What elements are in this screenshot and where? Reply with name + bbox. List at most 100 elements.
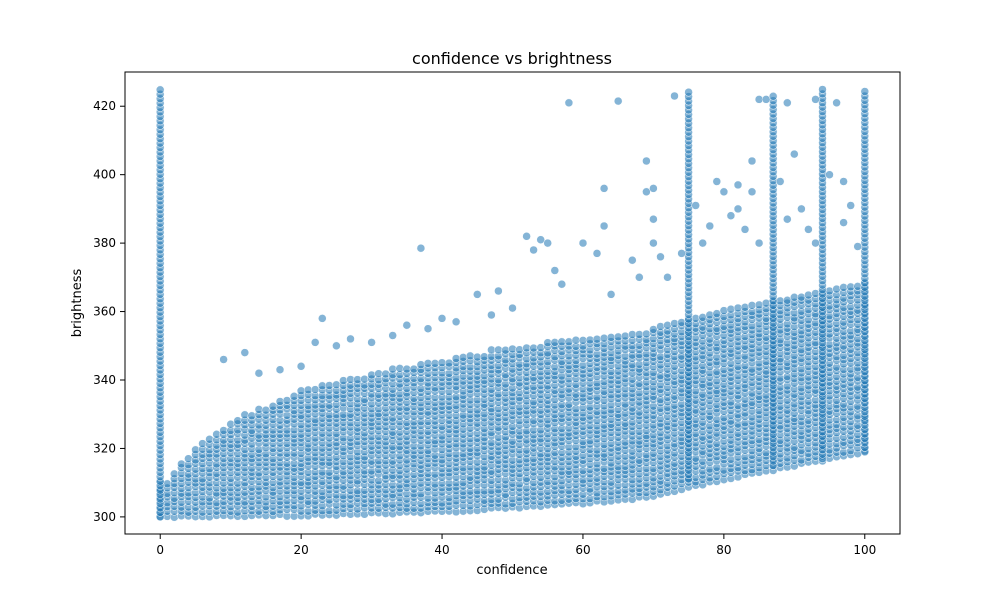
scatter-point (325, 381, 334, 390)
scatter-point (656, 322, 665, 331)
scatter-point (775, 177, 785, 186)
scatter-point (761, 95, 771, 104)
scatter-point (705, 221, 715, 231)
scatter-point (494, 345, 503, 355)
scatter-point (853, 282, 862, 291)
scatter-point (402, 320, 412, 330)
scatter-point (839, 177, 848, 186)
scatter-point (613, 96, 623, 106)
y-axis: 300 320 340 360 380 400 420 (93, 99, 125, 524)
scatter-point (296, 362, 306, 371)
scatter-point (790, 293, 799, 302)
scatter-point (416, 243, 426, 253)
scatter-point (825, 170, 834, 179)
y-tick-label: 360 (93, 305, 116, 319)
scatter-point (346, 334, 355, 344)
scatter-point (832, 284, 841, 294)
scatter-point (592, 334, 602, 344)
scatter-point (494, 286, 503, 296)
scatter-point (423, 324, 433, 333)
scatter-point (797, 204, 806, 214)
scatter-point (430, 359, 440, 368)
scatter-point (585, 335, 595, 345)
scatter-point (360, 374, 369, 384)
scatter-point (719, 187, 729, 197)
plot-frame (124, 71, 901, 535)
scatter-point (522, 232, 531, 241)
scatter-point (691, 201, 700, 210)
x-axis-label: confidence (476, 563, 547, 578)
scatter-point (261, 405, 271, 415)
scatter-point (282, 396, 292, 405)
scatter-point (388, 364, 397, 374)
scatter-point (198, 439, 207, 448)
scatter-point (247, 411, 257, 421)
scatter-point (677, 249, 686, 258)
scatter-point (381, 369, 390, 379)
scatter-point (543, 238, 552, 248)
scatter-point (790, 149, 799, 159)
scatter-point (451, 317, 461, 327)
x-tick-label: 0 (156, 543, 164, 557)
scatter-point (606, 333, 616, 342)
scatter-point (684, 87, 693, 97)
x-tick-label: 20 (293, 543, 308, 557)
scatter-point (529, 245, 538, 255)
scatter-point (310, 338, 320, 347)
scatter-point (649, 214, 658, 224)
scatter-point (557, 279, 567, 289)
scatter-point (839, 218, 848, 227)
scatter-point (437, 358, 447, 367)
scatter-point (332, 380, 341, 390)
scatter-point (529, 343, 538, 353)
scatter-point (804, 290, 813, 300)
scatter-point (754, 300, 764, 310)
scatter-point (839, 283, 848, 292)
scatter-point (339, 376, 348, 385)
scatter-point (219, 426, 228, 435)
y-tick-label: 300 (93, 510, 116, 524)
scatter-point (719, 306, 729, 315)
scatter-point (289, 392, 299, 401)
scatter-point (642, 156, 651, 166)
scatter-point (853, 242, 862, 251)
scatter-point (543, 338, 552, 347)
scatter-point (613, 332, 623, 342)
scatter-point (832, 98, 841, 108)
scatter-point (402, 364, 412, 374)
scatter-point (564, 337, 574, 347)
scatter-point (578, 238, 588, 248)
scatter-point (733, 303, 743, 313)
scatter-point (768, 92, 778, 101)
scatter-point (170, 469, 179, 479)
scatter-point (628, 255, 637, 265)
scatter-point (233, 416, 242, 425)
scatter-point (550, 266, 560, 275)
scatter-point (754, 238, 764, 248)
scatter-point (656, 252, 665, 262)
scatter-point (846, 201, 855, 210)
y-tick-label: 380 (93, 236, 116, 250)
y-tick-label: 420 (93, 99, 116, 113)
scatter-point (536, 235, 545, 244)
scatter-point (268, 402, 278, 411)
scatter-point (571, 335, 581, 345)
scatter-point (205, 435, 214, 444)
y-tick-label: 320 (93, 441, 116, 455)
y-tick-label: 340 (93, 373, 116, 387)
scatter-point (712, 309, 722, 318)
chart-title: confidence vs brightness (412, 49, 612, 68)
scatter-point (726, 304, 736, 314)
scatter-point (811, 238, 820, 248)
scatter-point (740, 225, 750, 234)
scatter-point (698, 238, 707, 248)
y-axis-label: brightness (70, 268, 85, 337)
scatter-point (367, 370, 376, 380)
scatter-point (747, 156, 757, 166)
scatter-point (564, 98, 574, 108)
scatter-point (254, 405, 264, 414)
scatter-point (367, 338, 376, 347)
scatter-point (275, 365, 285, 374)
scatter-point (254, 368, 264, 378)
scatter-point (395, 364, 405, 373)
